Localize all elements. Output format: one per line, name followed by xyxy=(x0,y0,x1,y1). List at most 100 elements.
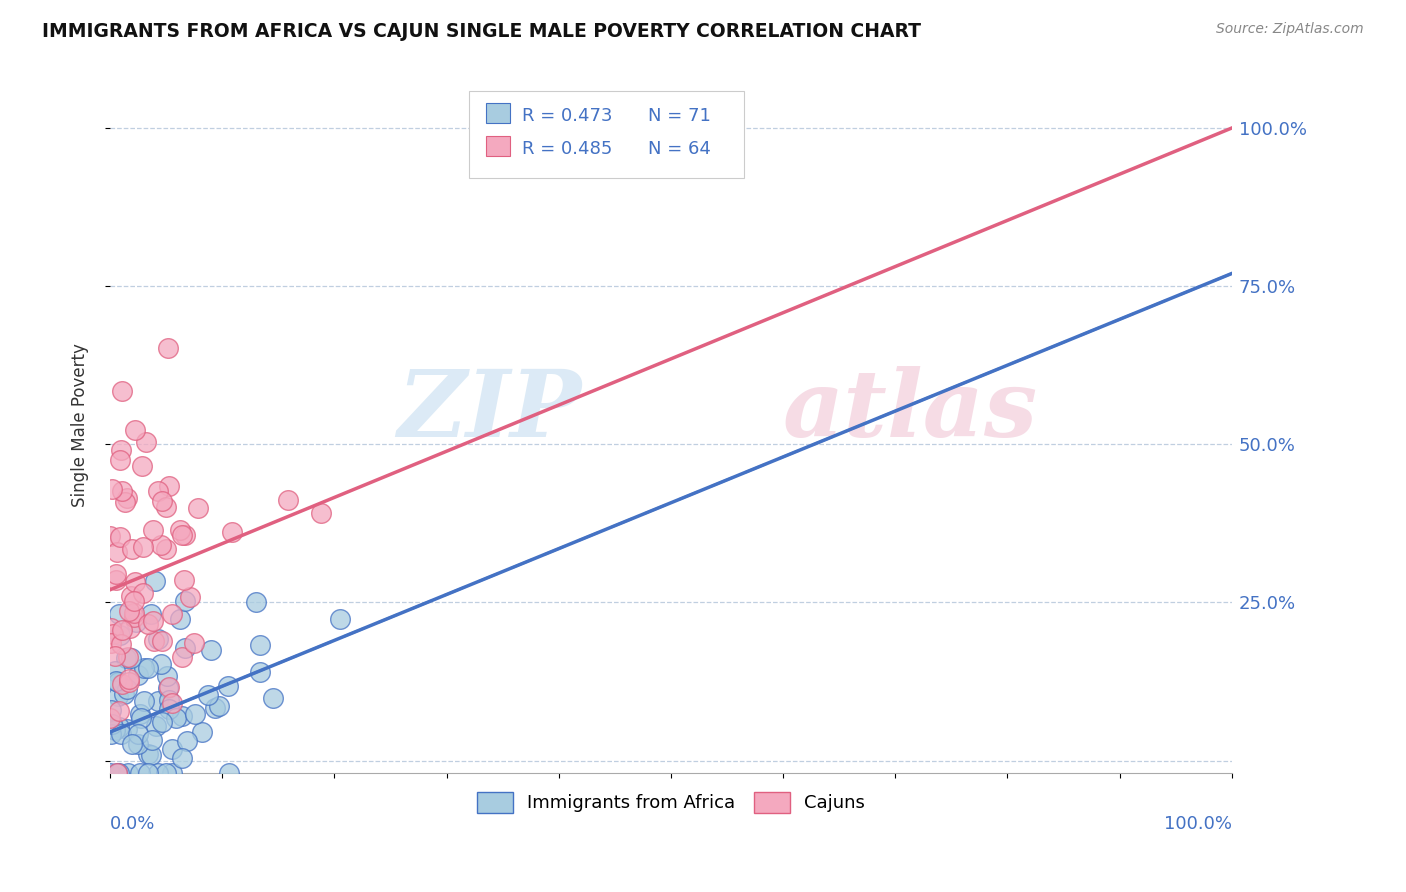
Point xyxy=(150,634,173,648)
Point xyxy=(105,674,128,689)
Point xyxy=(138,616,160,631)
Point xyxy=(172,751,194,765)
Point xyxy=(118,675,141,690)
Point xyxy=(155,500,177,515)
Point xyxy=(249,639,271,653)
Point xyxy=(129,706,152,721)
Point xyxy=(204,701,226,715)
Point xyxy=(149,539,172,553)
Text: R = 0.485: R = 0.485 xyxy=(522,140,612,158)
Point xyxy=(114,495,136,509)
Point xyxy=(115,722,138,736)
Point xyxy=(117,766,139,780)
Point xyxy=(160,607,183,622)
Point xyxy=(200,643,222,657)
Point xyxy=(143,574,166,589)
Text: R = 0.473: R = 0.473 xyxy=(522,107,612,125)
Point xyxy=(105,567,128,582)
Point xyxy=(174,528,197,542)
Legend: Immigrants from Africa, Cajuns: Immigrants from Africa, Cajuns xyxy=(470,785,872,820)
FancyBboxPatch shape xyxy=(486,103,510,123)
Point xyxy=(115,682,138,697)
Point xyxy=(155,542,177,557)
Point xyxy=(150,494,173,508)
Point xyxy=(157,702,180,716)
Point xyxy=(150,714,173,729)
Point xyxy=(118,604,141,618)
Point xyxy=(142,633,165,648)
Point xyxy=(110,727,132,741)
Point xyxy=(172,708,194,723)
Point xyxy=(110,637,132,651)
Point xyxy=(100,766,122,780)
Point xyxy=(124,593,146,607)
Point xyxy=(131,540,153,554)
Text: Source: ZipAtlas.com: Source: ZipAtlas.com xyxy=(1216,22,1364,37)
Text: atlas: atlas xyxy=(783,367,1038,457)
Point xyxy=(108,766,131,780)
Point xyxy=(122,610,145,624)
Point xyxy=(156,341,179,355)
Point xyxy=(146,632,169,646)
Point xyxy=(108,720,131,734)
Point xyxy=(173,574,195,588)
Point xyxy=(115,651,138,665)
Point xyxy=(146,766,169,780)
Point xyxy=(173,594,195,608)
Point xyxy=(98,529,121,543)
Point xyxy=(110,442,132,457)
Point xyxy=(112,687,135,701)
Text: ZIP: ZIP xyxy=(396,367,581,457)
Point xyxy=(309,506,332,520)
Point xyxy=(146,483,169,498)
Point xyxy=(160,742,183,756)
Point xyxy=(183,636,205,650)
Point xyxy=(111,384,134,399)
Point xyxy=(104,665,127,679)
Point xyxy=(217,679,239,693)
Point xyxy=(121,542,143,557)
Point xyxy=(160,697,183,711)
Point xyxy=(159,478,181,492)
Point xyxy=(146,694,169,708)
Point xyxy=(165,710,187,724)
Point xyxy=(139,748,162,763)
Point xyxy=(121,737,143,751)
Point xyxy=(117,650,139,665)
Point xyxy=(160,766,183,780)
Point xyxy=(117,491,139,505)
Point xyxy=(173,640,195,655)
Point xyxy=(187,501,209,516)
Point xyxy=(127,727,149,741)
Point xyxy=(124,575,146,590)
Point xyxy=(120,621,142,635)
Point xyxy=(179,590,201,604)
Point xyxy=(135,434,157,449)
Point xyxy=(105,545,128,559)
Point xyxy=(129,711,152,725)
Point xyxy=(136,747,159,761)
Text: 0.0%: 0.0% xyxy=(110,815,156,833)
Point xyxy=(105,766,128,780)
Point xyxy=(100,727,122,741)
Point xyxy=(111,677,134,691)
Point xyxy=(111,623,134,637)
Point xyxy=(249,665,271,679)
Point xyxy=(104,723,127,738)
Point xyxy=(108,607,131,622)
Point xyxy=(100,703,122,717)
Point xyxy=(132,694,155,708)
Point xyxy=(107,674,129,689)
Point xyxy=(124,423,146,437)
Point xyxy=(104,649,127,664)
Point xyxy=(191,725,214,739)
Point xyxy=(110,628,132,642)
Point xyxy=(101,626,124,640)
Point xyxy=(156,669,179,683)
Point xyxy=(125,615,148,630)
Point xyxy=(107,704,129,718)
Point xyxy=(145,719,167,733)
Point xyxy=(142,614,165,628)
Point xyxy=(156,681,179,696)
Point xyxy=(132,661,155,675)
